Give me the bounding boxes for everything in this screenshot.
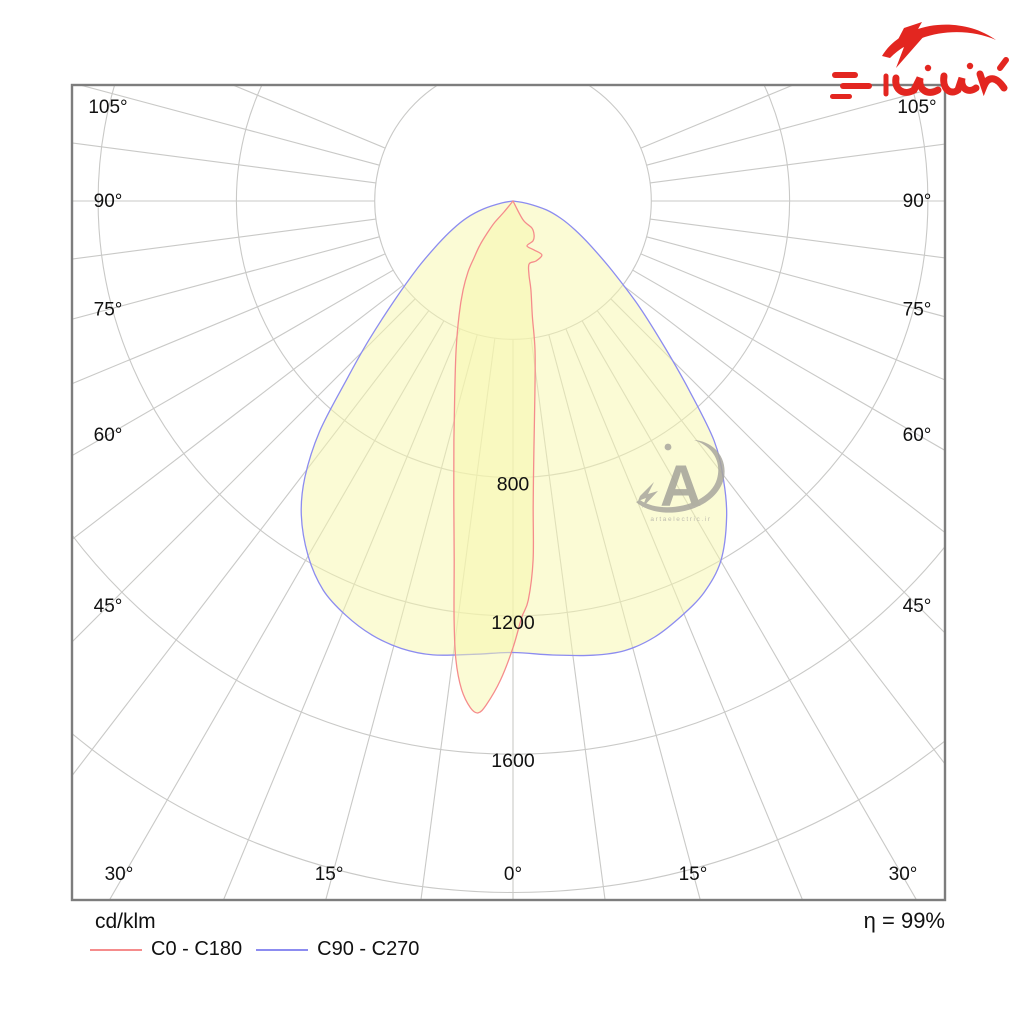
angle-label-right-30: 30° <box>889 864 918 885</box>
grid-radial--45 <box>72 298 416 643</box>
watermark-caption: artaelectric.ir <box>650 516 711 523</box>
intensity-curves <box>300 200 728 714</box>
brand-logo: آرتاالکتریک (Arta Electric) <box>830 22 1009 99</box>
plot-border <box>70 83 947 902</box>
grid-radial--97.5 <box>72 142 376 184</box>
angle-label-right-105: 105° <box>897 97 936 118</box>
watermark: A artaelectric.ir <box>636 440 725 523</box>
angle-label-left-90: 90° <box>94 191 123 212</box>
angle-label-left-60: 60° <box>94 425 123 446</box>
logo-speedline <box>832 72 858 78</box>
angle-label-left-105: 105° <box>88 97 127 118</box>
unit-label: cd/klm <box>95 910 156 933</box>
watermark-bolt-icon <box>638 482 658 508</box>
grid-radial--112.5 <box>231 85 386 149</box>
grid-radial-52.5 <box>622 284 945 534</box>
angle-label-left-15: 15° <box>315 864 344 885</box>
ring-label-1200: 1200 <box>491 612 535 634</box>
legend-label-c90-c270: C90 - C270 <box>317 938 420 960</box>
logo-speedline <box>830 94 852 99</box>
angle-label-right-90: 90° <box>903 191 932 212</box>
logo-bolt-icon <box>892 22 925 68</box>
grid-radial-75 <box>646 236 945 318</box>
logo-wordmark <box>883 57 1009 97</box>
ring-label-800: 800 <box>497 474 530 496</box>
angle-label-right-75: 75° <box>903 300 932 321</box>
grid-radial--52.5 <box>72 284 404 541</box>
curve-c0-c180 <box>453 200 543 714</box>
legend-swatch-c0-c180 <box>90 948 142 951</box>
ring-label-1600: 1600 <box>491 750 535 772</box>
legend-label-c0-c180: C0 - C180 <box>151 938 243 960</box>
watermark-orbit-swoosh <box>636 440 725 513</box>
grid-radial--82.5 <box>72 218 376 260</box>
legend: C0 - C180 C90 - C270 <box>90 938 419 961</box>
grid-radial-105 <box>646 85 945 166</box>
efficiency-label: η = 99% <box>863 908 945 933</box>
angle-label-left-30: 30° <box>105 864 134 885</box>
watermark-orbit-dot <box>664 443 672 451</box>
grid-radial--75 <box>72 236 380 320</box>
grid-radial-82.5 <box>650 218 945 259</box>
legend-swatch-c90-c270 <box>256 948 309 951</box>
logo-speedline <box>840 83 872 89</box>
watermark-letter: A <box>660 454 702 519</box>
angle-label-left-45: 45° <box>94 596 123 617</box>
grid-radial-45 <box>610 298 945 634</box>
grid-radial--60 <box>72 269 394 457</box>
grid-radial--67.5 <box>72 253 386 385</box>
grid-radial-60 <box>632 269 945 452</box>
legend-item-c90-c270: C90 - C270 <box>256 938 419 961</box>
legend-item-c0-c180: C0 - C180 <box>90 938 242 961</box>
angle-label-right-45: 45° <box>903 596 932 617</box>
grid-radial-97.5 <box>650 143 945 184</box>
grid-radial-67.5 <box>640 253 945 381</box>
grid-radial--105 <box>77 85 380 166</box>
chart-labels: 800 1200 1600 0° 15° 15° 30° 30° 45° 45° 60° 60° 75°… <box>88 97 936 885</box>
angle-label-left-75: 75° <box>94 300 123 321</box>
angle-label-right-15: 15° <box>679 864 708 885</box>
angle-label-0: 0° <box>504 864 522 885</box>
angle-label-right-60: 60° <box>903 425 932 446</box>
